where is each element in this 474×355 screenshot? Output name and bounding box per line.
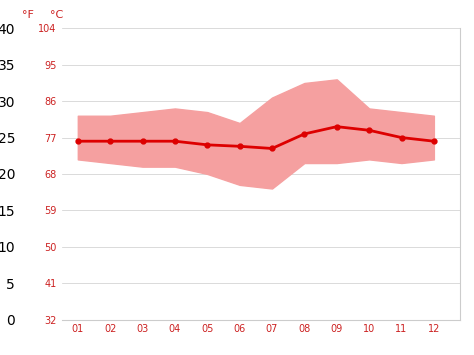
Text: °F: °F <box>22 10 34 20</box>
Text: °C: °C <box>50 10 63 20</box>
